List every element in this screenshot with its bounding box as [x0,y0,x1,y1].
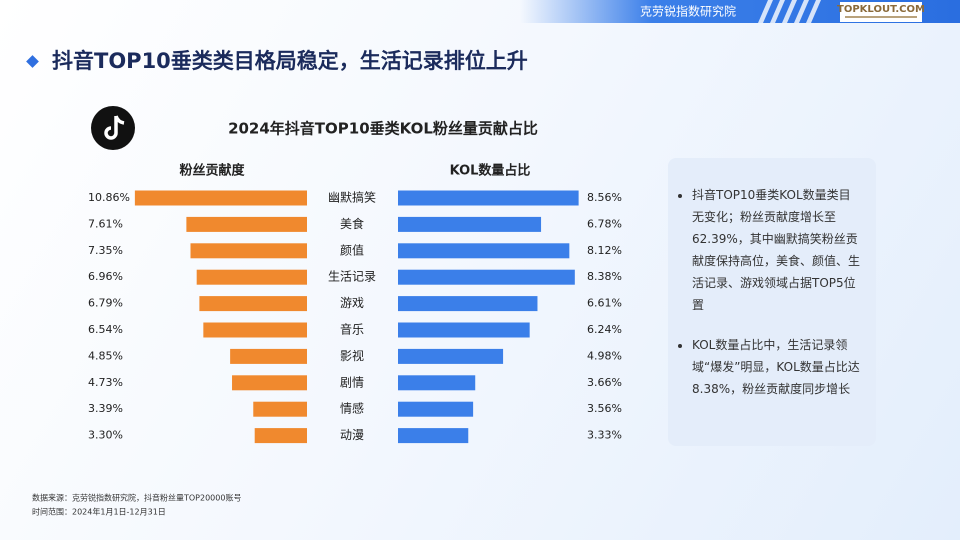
bar [254,428,307,444]
bar [199,296,307,312]
category-label: 颜值 [340,242,364,257]
bar [230,348,307,364]
note: KOL数量占比中，生活记录领域“爆发”明显，KOL数量占比达8.38%，粉丝贡献… [692,334,862,400]
value-label: 4.73% [88,376,123,389]
category-label: 游戏 [340,296,364,310]
bar [186,216,307,232]
category-label: 美食 [340,216,364,231]
note: 抖音TOP10垂类KOL数量类目无变化；粉丝贡献度增长至62.39%，其中幽默搞… [692,184,862,316]
value-label: 6.54% [88,323,123,336]
value-label: 6.96% [88,270,123,283]
category-label: 生活记录 [328,270,376,284]
value-label: 6.78% [587,217,622,230]
category-label: 情感 [340,401,364,416]
tiktok-icon [91,106,135,150]
notes-panel: 抖音TOP10垂类KOL数量类目无变化；粉丝贡献度增长至62.39%，其中幽默搞… [668,158,876,446]
bar [398,296,538,312]
bar [398,243,570,259]
bar [203,322,307,338]
page-title: 抖音TOP10垂类类目格局稳定，生活记录排位上升 [52,49,528,73]
bar [398,216,542,232]
header-org: 克劳锐指数研究院 [640,4,736,19]
bar [398,322,530,338]
value-label: 10.86% [88,191,130,204]
footer-time: 时间范围：2024年1月1日-12月31日 [32,507,166,517]
bar [196,269,307,285]
bar [134,190,307,206]
value-label: 6.24% [587,323,622,336]
header-stripes [758,0,821,23]
series-header: 粉丝贡献度 [179,163,245,179]
value-label: 7.61% [88,217,123,230]
value-label: 4.98% [587,349,622,362]
value-label: 8.38% [587,270,622,283]
bar [232,375,307,391]
bar [398,348,504,364]
tiktok-note [104,115,125,140]
category-label: 幽默搞笑 [328,190,376,205]
bar [398,375,476,391]
category-label: 动漫 [340,428,364,442]
value-label: 3.33% [587,429,622,442]
value-label: 6.79% [88,297,123,310]
series-header: KOL数量占比 [450,163,531,179]
bar [398,190,579,206]
category-label: 影视 [340,348,364,363]
title-marker [26,55,39,68]
bar [398,269,575,285]
value-label: 7.35% [88,244,123,257]
value-label: 3.66% [587,376,622,389]
value-label: 6.61% [587,297,622,310]
value-label: 3.39% [88,402,123,415]
value-label: 3.30% [88,429,123,442]
value-label: 8.12% [587,244,622,257]
category-label: 剧情 [340,375,364,389]
category-label: 音乐 [340,322,364,337]
bar [398,401,474,417]
value-label: 3.56% [587,402,622,415]
footer-source: 数据来源：克劳锐指数研究院，抖音粉丝量TOP20000账号 [32,493,241,503]
value-label: 4.85% [88,349,123,362]
chart-title: 2024年抖音TOP10垂类KOL粉丝量贡献占比 [228,120,538,138]
logo: TOPKLOUT.COM [837,4,925,15]
bar [253,401,307,417]
bar [398,428,469,444]
value-label: 8.56% [587,191,622,204]
bar [190,243,307,259]
